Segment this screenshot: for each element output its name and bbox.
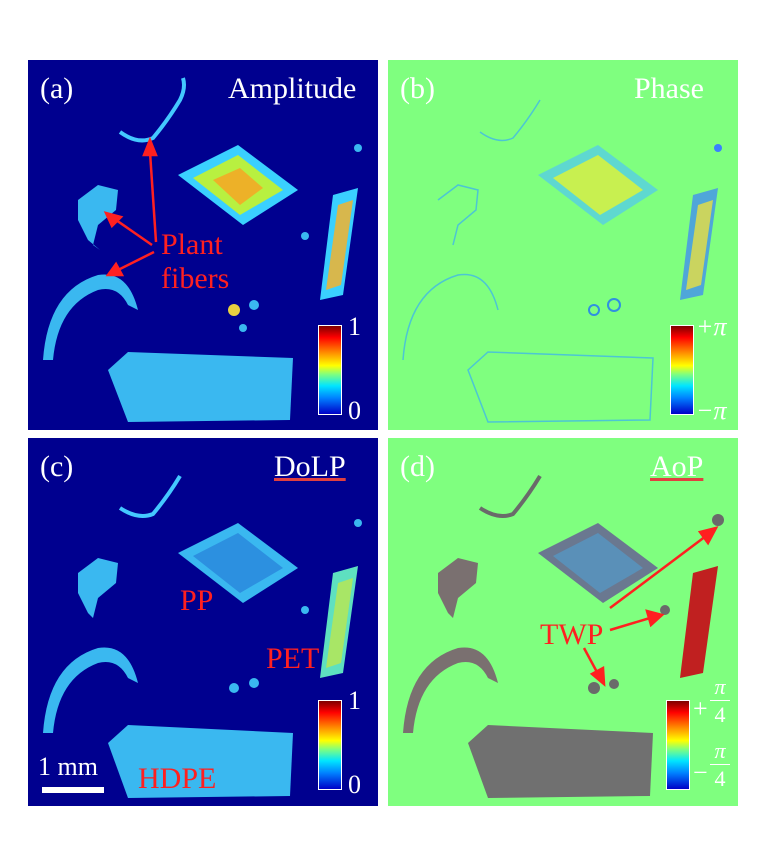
panel-d-cb-min-sign: − bbox=[693, 758, 708, 787]
pp-label: PP bbox=[180, 584, 214, 617]
panel-b-cb-max: +π bbox=[696, 312, 727, 341]
fiber-left bbox=[78, 185, 118, 250]
panel-c-title: DoLP bbox=[274, 450, 346, 483]
panel-b-image bbox=[402, 99, 722, 423]
panel-d-cb-min-num: π bbox=[714, 738, 726, 763]
hdpe-particle bbox=[108, 352, 293, 422]
hdpe-label: HDPE bbox=[138, 762, 217, 795]
panel-a-tag: (a) bbox=[40, 72, 74, 105]
panel-d-image bbox=[403, 474, 724, 798]
panel-c-colorbar bbox=[318, 700, 342, 790]
panel-d-aop: (d) AoP TWP + π 4 − π 4 bbox=[388, 438, 738, 806]
panel-d-cb-max-den: 4 bbox=[714, 702, 726, 727]
panel-b-colorbar bbox=[670, 325, 694, 415]
panel-b-cb-min: −π bbox=[696, 396, 727, 425]
scale-bar-label: 1 mm bbox=[38, 752, 98, 781]
panel-c-tag: (c) bbox=[40, 450, 74, 483]
panel-b-phase: (b) Phase +π −π bbox=[388, 60, 738, 430]
fraction-line-top bbox=[710, 700, 730, 701]
plant-label: Plant bbox=[161, 228, 223, 261]
panel-c-cb-min: 0 bbox=[348, 770, 361, 799]
fiber-top bbox=[118, 77, 186, 143]
fraction-line-bottom bbox=[710, 764, 730, 765]
panel-d-cb-max-sign: + bbox=[693, 694, 708, 723]
panel-d-title: AoP bbox=[650, 450, 704, 483]
panel-c-cb-max: 1 bbox=[348, 686, 361, 715]
panel-a-image bbox=[43, 77, 362, 422]
panel-a-title: Amplitude bbox=[228, 72, 357, 105]
panel-c-dolp: (c) DoLP PP PET HDPE 1 mm 1 0 bbox=[28, 438, 378, 806]
panel-a-cb-max: 1 bbox=[348, 312, 361, 341]
panel-b-tag: (b) bbox=[400, 72, 435, 105]
panel-a-cb-min: 0 bbox=[348, 396, 361, 425]
panel-c-image bbox=[42, 474, 362, 798]
plant-fiber-arrows bbox=[103, 136, 158, 277]
panel-d-cb-min-den: 4 bbox=[714, 766, 726, 791]
fibers-label: fibers bbox=[161, 262, 230, 295]
panel-a-colorbar bbox=[318, 325, 342, 415]
twp-arrows bbox=[582, 526, 719, 687]
panel-b-title: Phase bbox=[634, 72, 704, 105]
panel-d-cb-max-num: π bbox=[714, 674, 726, 699]
panel-a-amplitude: (a) Amplitude Plant fibers 1 0 bbox=[28, 60, 378, 430]
fiber-arc bbox=[43, 274, 138, 360]
panel-d-tag: (d) bbox=[400, 450, 435, 483]
scale-bar bbox=[42, 787, 104, 793]
pet-label: PET bbox=[266, 642, 320, 675]
panel-d-colorbar bbox=[666, 700, 690, 790]
twp-label: TWP bbox=[540, 618, 604, 651]
